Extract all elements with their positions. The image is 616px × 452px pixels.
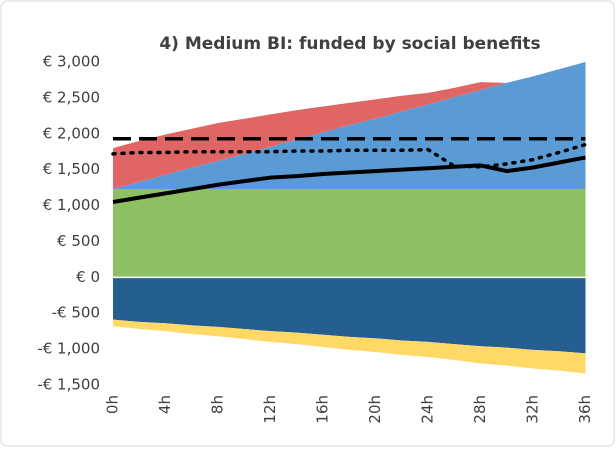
x-tick-label: 32h [524,395,542,424]
area [113,189,586,278]
area [113,62,586,190]
x-tick-label: 20h [366,395,384,424]
x-tick-label: 4h [156,395,174,414]
y-tick-label: -€ 1,000 [37,340,100,358]
x-tick-label: 16h [314,395,332,424]
y-tick-label: € 1,500 [43,160,100,178]
area [113,277,586,354]
area [113,319,586,374]
y-tick-label: € 500 [57,232,100,250]
line [111,142,588,169]
x-tick-label: 12h [261,395,279,424]
y-tick-label: -€ 500 [52,304,100,322]
x-tick-label: 8h [209,395,227,414]
y-tick-label: € 1,000 [43,196,100,214]
x-tick-label: 36h [576,395,594,424]
x-tick-label: 0h [104,395,122,414]
y-tick-label: -€ 1,500 [37,376,100,394]
y-tick-label: € 2,000 [43,124,100,142]
y-tick-label: € 2,500 [43,88,100,106]
chart-title: 4) Medium BI: funded by social benefits [159,34,540,54]
area [113,62,586,190]
y-tick-label: € 0 [76,268,100,286]
line [112,155,586,204]
x-tick-label: 24h [419,395,437,424]
x-tick-label: 28h [471,395,489,424]
y-tick-label: € 3,000 [43,53,100,71]
